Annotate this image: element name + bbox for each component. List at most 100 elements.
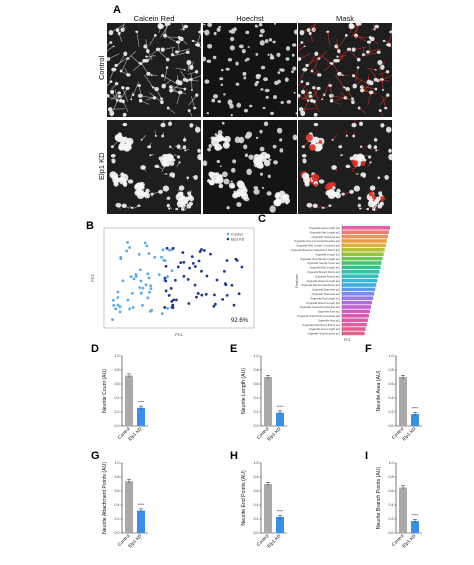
feature-bar [342, 327, 366, 331]
y-tick-label: 0.0 [254, 531, 259, 535]
bar-elp1-kd [411, 414, 419, 426]
category-label: Elp1 KD [266, 533, 282, 549]
y-axis-label: Neurite Attachment Points (AU) [102, 462, 108, 534]
pca-point-control [149, 284, 153, 288]
pca-point-control [163, 259, 167, 263]
pca-point-kd [197, 259, 201, 263]
bar-chart-g: 0.0 0.2 0.4 0.6 0.8 1.0 Neurite Attachment Poi… [102, 461, 148, 549]
category-label: Elp1 KD [266, 426, 282, 442]
pca-point-kd [176, 265, 180, 269]
pca-point-kd [181, 251, 185, 254]
feature-label: Organelle Total Neurites av2 [307, 332, 340, 336]
bar-control [399, 487, 407, 533]
pca-point-control [148, 290, 151, 294]
pca-point-kd [175, 298, 178, 302]
pca-point-kd [209, 252, 212, 256]
pca-point-kd [188, 266, 192, 270]
pca-point-kd [163, 306, 167, 309]
feature-bar [342, 243, 386, 248]
pca-point-control [160, 312, 164, 316]
feature-bar [342, 256, 383, 261]
panel-label-e: E [230, 343, 238, 355]
significance-marker: **** [412, 513, 419, 518]
pca-point-kd [164, 289, 168, 293]
y-tick-label: 0.4 [389, 503, 394, 507]
pca-point-kd [186, 278, 190, 281]
panel-label-b: B [86, 220, 94, 232]
pca-point-kd [224, 283, 228, 287]
pca-point-control [170, 269, 174, 273]
pca-point-kd [169, 287, 173, 290]
feature-label: Organelle Total Neurite Length av2 [300, 257, 341, 261]
feature-label: Organelle Branch Length av2 [306, 301, 340, 305]
y-tick-label: 0.8 [254, 475, 259, 479]
y-tick-label: 0.6 [389, 382, 394, 386]
row-label-control: Control [97, 55, 106, 80]
y-tick-label: 0.0 [254, 424, 259, 428]
hoechst-kd-image [203, 120, 297, 214]
calcein-control-image [107, 23, 201, 117]
pca-point-kd [230, 283, 234, 287]
feature-bar [342, 226, 390, 230]
mask-kd-image [298, 120, 392, 214]
pca-point-kd [164, 279, 168, 283]
calcein-kd-image [107, 120, 201, 214]
feature-label: Organelle Total Points Area Ends av2 [297, 314, 340, 318]
panel-label-d: D [91, 343, 99, 355]
panel-label-f: F [365, 343, 372, 355]
pca-point-control [116, 290, 120, 294]
feature-label: Organelle Length av2 [315, 252, 340, 256]
features-x-label: PC1 [344, 338, 351, 342]
y-axis-label: Neurite Count (AU) [102, 369, 108, 413]
y-tick-label: 0.4 [254, 503, 259, 507]
pca-point-control [143, 241, 147, 245]
feature-label: Organelle Total Area av2 [312, 235, 341, 239]
pca-point-kd [225, 259, 229, 262]
pca-point-control [139, 279, 143, 283]
feature-bar [342, 300, 373, 305]
feature-bar [342, 230, 389, 234]
panel-label-h: H [230, 450, 238, 462]
y-tick-label: 0.2 [115, 410, 120, 414]
column-title-mask: Mask [336, 14, 354, 23]
significance-marker: **** [277, 404, 284, 409]
panel-label-g: G [91, 450, 100, 462]
y-tick-label: 0.8 [389, 475, 394, 479]
pca-point-kd [191, 261, 195, 265]
y-tick-label: 0.8 [389, 368, 394, 372]
feature-label: Organelle Avg Length av2 [310, 296, 340, 300]
bar-control [264, 484, 272, 533]
feature-label: Organelle Extend av2 [315, 274, 341, 278]
pca-point-control [125, 249, 129, 253]
feature-label: Organelle Connecting Neurites av2 [300, 305, 341, 309]
y-tick-label: 0.8 [254, 368, 259, 372]
pca-point-kd [190, 255, 194, 259]
bar-control [399, 377, 407, 426]
pca-point-control [144, 283, 148, 287]
pca-point-kd [240, 265, 244, 269]
feature-bar [342, 252, 384, 256]
feature-bar [342, 239, 387, 243]
pca-point-kd [182, 274, 186, 278]
pca-point-kd [187, 302, 191, 305]
pca-point-kd [170, 305, 174, 309]
pca-point-kd [212, 304, 216, 308]
pca-point-control [166, 306, 169, 310]
pca-point-control [116, 296, 120, 299]
pca-point-kd [171, 303, 175, 307]
pca-point-kd [204, 292, 208, 296]
y-tick-label: 1.0 [115, 461, 120, 465]
pca-point-control [129, 275, 133, 278]
pca-point-control [160, 255, 163, 259]
bar-chart-h: 0.0 0.2 0.4 0.6 0.8 1.0 Neurite End Points (AU… [241, 461, 287, 549]
pca-point-control [145, 244, 149, 248]
y-tick-label: 0.2 [254, 410, 259, 414]
feature-label: Organelle Area Length av2 [309, 226, 340, 230]
feature-label: Organelle Area av2 [318, 310, 341, 314]
feature-label: Organelle Neurite Attachment av2 [301, 283, 340, 287]
bar-elp1-kd [137, 407, 145, 426]
pca-point-control [134, 273, 138, 276]
